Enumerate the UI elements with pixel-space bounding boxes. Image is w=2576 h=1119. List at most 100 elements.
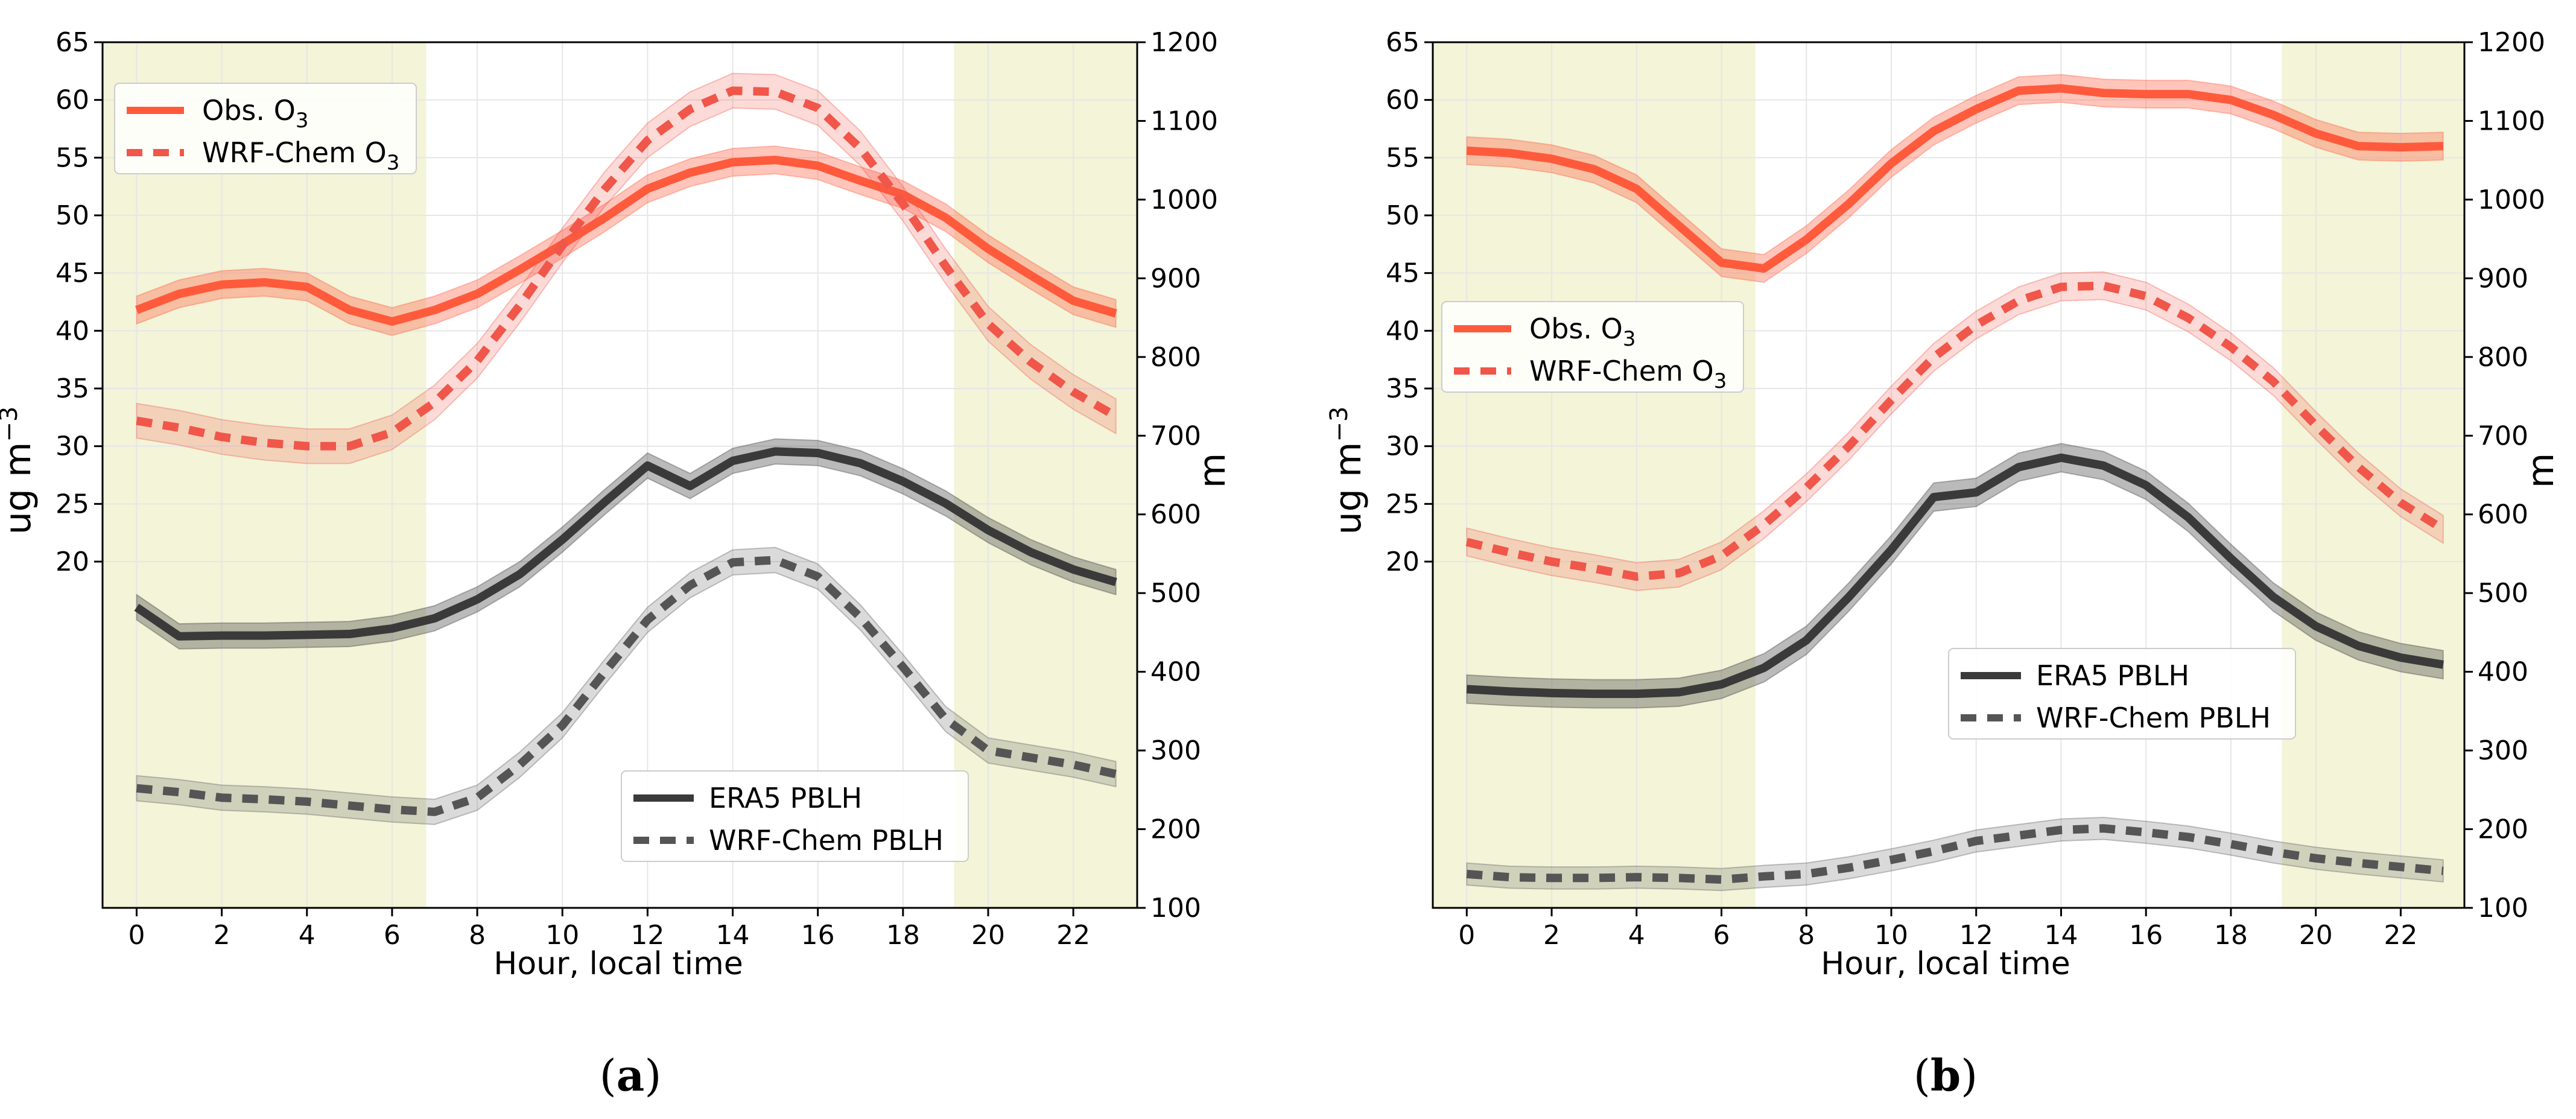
legend-label: Obs. O3 [1529, 312, 1635, 351]
x-tick-label: 16 [2129, 920, 2163, 951]
x-tick-label: 12 [630, 920, 664, 951]
x-tick-label: 4 [299, 920, 316, 951]
left-tick-label: 35 [1386, 373, 1420, 404]
legend-label: ERA5 PBLH [709, 782, 862, 814]
legend-box [621, 770, 969, 862]
y-axis-right-label: m [2520, 453, 2562, 488]
plot-border [101, 41, 1138, 909]
night-shade-region [103, 42, 427, 908]
right-tick-label: 500 [1150, 578, 1201, 609]
y-axis-left-label: ug m−3 [0, 407, 39, 535]
x-tick-labels: 0 2 4 6 8 10 12 14 16 18 20 22 [1458, 908, 2417, 951]
right-tick-labels: 100 200 300 400 500 600 700 800 900 1000 1100 1200 [1137, 27, 1218, 924]
right-tick-label: 400 [2478, 657, 2528, 688]
x-tick-label: 4 [1628, 920, 1645, 951]
left-tick-label: 30 [1386, 431, 1420, 462]
right-tick-label: 100 [1150, 893, 1201, 924]
series-line-wrf-chem-pblh [1466, 824, 2444, 884]
left-tick-label: 20 [56, 547, 89, 577]
right-tick-label: 1100 [1150, 106, 1218, 136]
x-axis-label: Hour, local time [1821, 946, 2070, 982]
right-tick-label: 800 [2478, 342, 2528, 373]
left-tick-label: 55 [1386, 142, 1420, 173]
right-tick-label: 400 [1150, 657, 1201, 688]
right-tick-label: 700 [2478, 420, 2528, 451]
x-tick-label: 0 [1458, 920, 1475, 951]
series-line-wrf-chem-pblh [136, 556, 1117, 816]
left-tick-labels: 20 25 30 35 40 45 50 55 60 65 [56, 27, 103, 577]
x-tick-label: 10 [1874, 920, 1908, 951]
x-tick-label: 12 [1959, 920, 1993, 951]
legend-label: WRF-Chem O3 [1529, 355, 1727, 393]
legend-box [1948, 648, 2296, 740]
uncertainty-band-wrf-chem-o3 [136, 72, 1117, 464]
x-tick-label: 2 [1543, 920, 1560, 951]
panel-b: 0 2 4 6 8 10 12 14 16 18 20 22 20 25 30 35 40 45 50 55 60 65… [1325, 27, 2562, 1101]
right-tick-label: 1000 [2478, 185, 2545, 215]
legend-pblh: ERA5 PBLH WRF-Chem PBLH [621, 770, 969, 862]
right-tick-label: 900 [1150, 263, 1201, 294]
right-tick-labels: 100 200 300 400 500 600 700 800 900 1000 1100 1200 [2464, 27, 2545, 924]
x-tick-label: 10 [545, 920, 579, 951]
x-tick-label: 14 [716, 920, 750, 951]
x-tick-label: 22 [1056, 920, 1090, 951]
right-tick-label: 1000 [1150, 185, 1218, 215]
legend-label: WRF-Chem PBLH [2036, 702, 2271, 734]
y-axis-right-label: m [1191, 453, 1234, 488]
left-tick-label: 65 [1386, 27, 1420, 58]
x-tick-label: 18 [886, 920, 920, 951]
night-shading [1433, 42, 2464, 908]
x-tick-label: 8 [469, 920, 486, 951]
uncertainty-band-wrf-chem-o3 [1466, 271, 2444, 591]
series-line-wrf-chem-o3 [136, 86, 1118, 451]
right-tick-label: 600 [1150, 499, 1201, 530]
x-tick-label: 20 [971, 920, 1005, 951]
left-tick-label: 25 [56, 489, 89, 519]
x-tick-label: 14 [2044, 920, 2078, 951]
left-tick-label: 40 [1386, 315, 1420, 346]
legend-label: ERA5 PBLH [2036, 659, 2189, 692]
uncertainty-band-obs-o3 [136, 145, 1117, 337]
panel-a: 0 2 4 6 8 10 12 14 16 18 20 22 20 25 30 35 40 45 50 55 60 65… [0, 27, 1234, 1101]
uncertainty-band-wrf-chem-pblh [1466, 816, 2444, 892]
night-shade-region [1433, 42, 1756, 908]
x-tick-label: 0 [128, 920, 145, 951]
left-tick-label: 65 [56, 27, 89, 58]
left-tick-label: 60 [56, 85, 89, 116]
left-tick-label: 50 [56, 200, 89, 231]
legend-label: Obs. O3 [202, 94, 308, 133]
right-tick-label: 1200 [2478, 27, 2545, 58]
legend-box [114, 83, 417, 174]
left-tick-label: 30 [56, 431, 89, 462]
grid-lines [103, 42, 1137, 908]
night-shading [103, 42, 1137, 908]
right-tick-label: 300 [1150, 735, 1201, 766]
series-line-obs-o3 [1466, 84, 2444, 273]
series-line-era5-pblh [1466, 453, 2444, 699]
left-tick-label: 45 [1386, 258, 1420, 289]
plot-border [1432, 41, 2466, 909]
right-tick-label: 300 [2478, 735, 2528, 766]
legend-box [1441, 301, 1744, 393]
legend-o3: Obs. O3 WRF-Chem O3 [1441, 301, 1744, 393]
left-tick-label: 60 [1386, 85, 1420, 116]
series-line-wrf-chem-o3 [1465, 281, 2446, 581]
right-tick-label: 500 [2478, 578, 2528, 609]
series-line-era5-pblh [134, 447, 1117, 641]
right-tick-label: 100 [2478, 893, 2528, 924]
panel-label: (b) [1914, 1050, 1978, 1101]
legend-label: WRF-Chem PBLH [709, 824, 944, 857]
right-tick-label: 900 [2478, 263, 2528, 294]
right-tick-label: 200 [1150, 814, 1201, 845]
right-tick-label: 600 [2478, 499, 2528, 530]
left-tick-label: 40 [56, 315, 89, 346]
x-tick-label: 16 [801, 920, 835, 951]
left-tick-label: 25 [1386, 489, 1420, 519]
x-tick-label: 18 [2214, 920, 2248, 951]
left-tick-label: 45 [56, 258, 89, 289]
left-tick-label: 55 [56, 142, 89, 173]
night-shade-region [954, 42, 1137, 908]
left-tick-label: 50 [1386, 200, 1420, 231]
x-tick-label: 20 [2299, 920, 2333, 951]
